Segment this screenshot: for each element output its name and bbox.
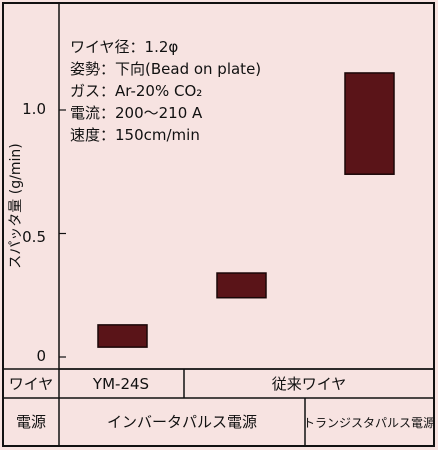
wire-ym24s: YM-24S (92, 375, 149, 393)
wire-header: ワイヤ (9, 375, 54, 393)
y-tick-label-1: 0.5 (22, 228, 46, 246)
y-axis-label: スパッタ量 (g/min) (8, 143, 24, 268)
y-ticks: 0 0.5 1.0 (22, 100, 46, 365)
bars (97, 72, 395, 348)
power-inverter: インバータパルス電源 (107, 413, 257, 431)
annotation-position: 姿勢：下向(Bead on plate) (70, 60, 261, 78)
plot-frame (58, 2, 435, 370)
wire-conventional: 従来ワイヤ (272, 375, 347, 393)
power-header: 電源 (16, 413, 46, 431)
bar-2 (216, 272, 267, 299)
y-tick-label-2: 1.0 (22, 100, 46, 118)
conditions-annotation: ワイヤ径：1.2φ 姿勢：下向(Bead on plate) ガス：Ar-20%… (70, 38, 261, 144)
annotation-gas: ガス：Ar-20% CO₂ (70, 82, 202, 100)
y-tick-label-0: 0 (36, 347, 46, 365)
annotation-current: 電流：200～210 A (70, 104, 203, 122)
annotation-speed: 速度：150cm/min (70, 126, 200, 144)
bar-3 (344, 72, 395, 175)
condition-table: ワイヤ YM-24S 従来ワイヤ 電源 インバータパルス電源 トランジスタパルス… (3, 368, 435, 446)
bar-1 (97, 324, 148, 348)
y-tick-marks (59, 109, 66, 358)
power-transistor: トランジスタパルス電源 (303, 416, 435, 430)
annotation-wire-diameter: ワイヤ径：1.2φ (70, 38, 178, 56)
